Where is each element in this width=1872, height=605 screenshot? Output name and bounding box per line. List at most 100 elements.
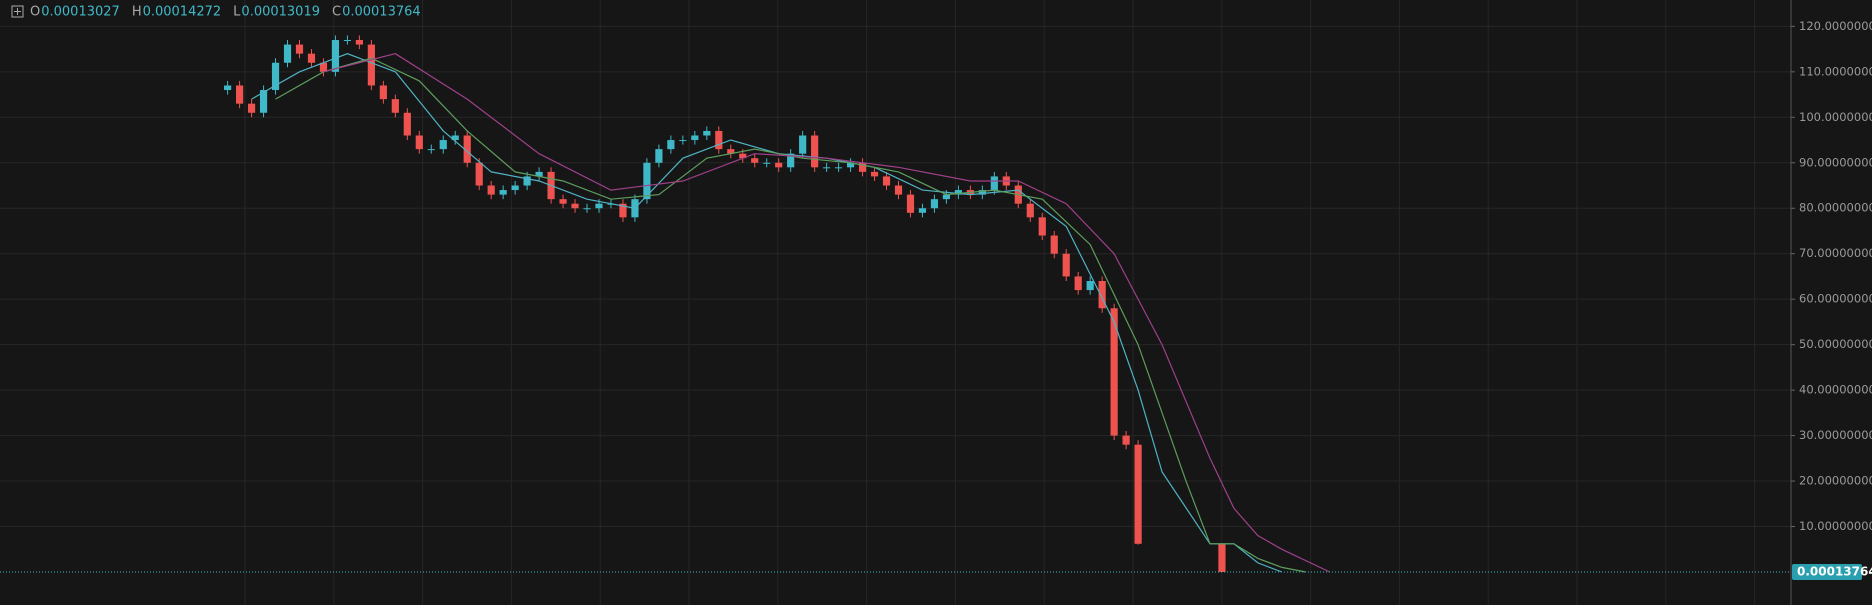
candle-body	[307, 53, 316, 63]
candle-body	[978, 190, 986, 195]
candle-body	[799, 135, 807, 154]
candle-body	[739, 153, 747, 159]
candle-body	[894, 185, 903, 195]
legend-value: 0.00013764	[342, 5, 421, 20]
candle-body	[451, 135, 459, 141]
candle-body	[379, 85, 387, 100]
candle-body	[1086, 280, 1094, 291]
candle-body	[727, 149, 735, 154]
candle-body	[882, 176, 891, 186]
y-tick-label: 120.00000000	[1799, 19, 1872, 33]
candle-body	[283, 44, 292, 63]
grid	[0, 0, 1791, 605]
y-tick-label: 10.00000000	[1799, 519, 1872, 533]
candle-body	[523, 176, 531, 186]
candle-body	[439, 140, 447, 150]
candle-body	[667, 140, 675, 150]
y-tick-label: 80.00000000	[1799, 201, 1872, 215]
candle-body	[271, 62, 280, 91]
candle-body	[403, 112, 411, 136]
candle-body	[571, 203, 579, 209]
moving-average-line	[275, 57, 1306, 573]
candle-body	[427, 149, 435, 151]
legend-key: O	[30, 5, 40, 20]
candle-body	[1050, 235, 1058, 254]
candle-body	[954, 190, 962, 195]
legend-key: L	[233, 5, 241, 20]
candle-body	[391, 99, 399, 113]
legend-key: C	[332, 5, 341, 20]
legend-key: H	[132, 5, 142, 20]
candle-body	[583, 208, 591, 210]
candle-body	[415, 135, 423, 150]
candle-body	[319, 62, 328, 72]
ohlc-legend[interactable]: O 0.00013027 H 0.00014272 L 0.00013019 C 0.0001…	[11, 5, 421, 20]
y-tick-label: 90.00000000	[1799, 155, 1872, 169]
candle-body	[691, 135, 699, 141]
candle-body	[1038, 217, 1046, 236]
candle-body	[224, 85, 232, 91]
candle-body	[236, 85, 244, 104]
candle-body	[823, 167, 831, 169]
y-tick-label: 70.00000000	[1799, 246, 1872, 260]
candle-body	[1110, 308, 1118, 436]
y-tick-label: 60.00000000	[1799, 292, 1872, 306]
candle-body	[463, 135, 471, 163]
candle-body	[715, 130, 723, 150]
candle-body	[655, 149, 663, 163]
last-price-box	[1792, 563, 1862, 580]
candle-body	[787, 153, 795, 168]
candle-body	[835, 167, 843, 169]
price-axis: 10.00000000 20.00000000 30.00000000 40.0000…	[1791, 19, 1872, 580]
y-tick-label: 50.00000000	[1799, 337, 1872, 351]
candle-body	[619, 203, 627, 218]
legend-toggle-icon[interactable]	[11, 5, 24, 18]
candle-body	[775, 162, 783, 168]
candle-body	[870, 171, 879, 177]
candle-body	[331, 40, 340, 72]
candle-body	[751, 158, 759, 163]
y-tick-label: 110.00000000	[1799, 64, 1872, 78]
candle-body	[1218, 543, 1226, 572]
candle-body	[1134, 444, 1142, 544]
candle-body	[367, 44, 375, 86]
y-tick-label: 20.00000000	[1799, 474, 1872, 488]
candle-body	[930, 199, 939, 209]
candle-body	[295, 44, 304, 54]
candle-body	[511, 185, 519, 191]
candle-body	[942, 194, 951, 200]
candle-body	[355, 40, 363, 45]
candle-body	[811, 135, 819, 168]
y-tick-label: 40.00000000	[1799, 383, 1872, 397]
y-tick-label: 100.00000000	[1799, 110, 1872, 124]
candle-body	[990, 176, 998, 191]
candle-body	[559, 199, 567, 204]
candle-body	[846, 162, 855, 168]
candle-body	[247, 103, 256, 113]
last-price-label: 0.00013764	[1797, 564, 1872, 578]
candle-body	[1098, 280, 1106, 309]
candle-body	[763, 162, 771, 164]
candle-body	[1074, 276, 1082, 291]
candle-body	[643, 162, 651, 200]
candle-body	[918, 208, 927, 213]
legend-value: 0.00013027	[41, 5, 120, 20]
candle-body	[499, 190, 507, 195]
plot	[0, 35, 1791, 573]
candle-body	[906, 194, 915, 213]
candle-body	[475, 162, 483, 186]
candle-body	[259, 90, 268, 113]
candle-body	[703, 130, 711, 136]
candle-body	[535, 171, 543, 177]
candle-body	[1122, 435, 1130, 445]
candle-body	[858, 162, 867, 172]
candle-body	[595, 203, 603, 209]
candle-body	[1062, 253, 1070, 277]
candle-body	[487, 185, 495, 195]
candle-body	[343, 40, 352, 42]
legend-value: 0.00014272	[143, 5, 222, 20]
candle-body	[679, 140, 687, 142]
legend-value: 0.00013019	[241, 5, 320, 20]
